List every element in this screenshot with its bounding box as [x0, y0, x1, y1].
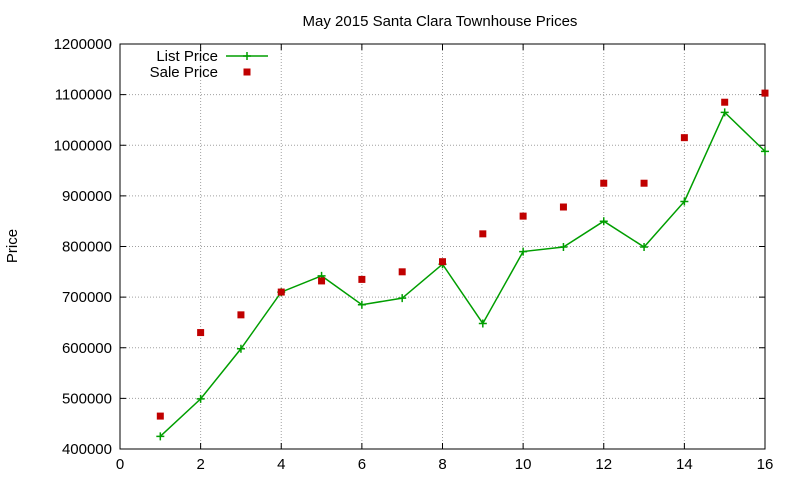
x-tick-label: 4 — [277, 456, 285, 473]
y-tick-label: 800000 — [62, 239, 112, 256]
legend-label-sale-price: Sale Price — [150, 64, 218, 81]
list-price-point — [640, 243, 649, 252]
x-tick-label: 8 — [438, 456, 446, 473]
list-price-point — [680, 197, 689, 206]
sale-price-point — [479, 230, 487, 238]
list-price-line — [159, 111, 766, 437]
sale-price-point — [640, 179, 648, 187]
y-tick-label: 1000000 — [54, 137, 112, 154]
y-tick-label: 1200000 — [54, 36, 112, 53]
list-price-point — [156, 432, 165, 441]
legend-marker-list-price — [243, 52, 251, 60]
chart-title: May 2015 Santa Clara Townhouse Prices — [303, 13, 578, 30]
y-tick-label: 500000 — [62, 390, 112, 407]
list-price-point — [559, 243, 568, 252]
y-tick-label: 600000 — [62, 340, 112, 357]
x-tick-label: 10 — [515, 456, 532, 473]
legend: List Price Sale Price — [150, 48, 268, 81]
list-price-point — [196, 394, 205, 403]
list-price-point — [761, 147, 769, 156]
sale-price-point — [237, 311, 245, 319]
sale-price-point — [197, 329, 205, 337]
x-tick-label: 14 — [676, 456, 693, 473]
sale-price-point — [600, 179, 608, 187]
series-layer — [156, 89, 769, 441]
list-price-point — [599, 217, 608, 226]
axis-ticks: 0 2 4 6 8 10 12 14 16 400000 500000 600000 700000 800… — [54, 36, 774, 473]
list-price-point — [519, 247, 528, 256]
x-tick-label: 6 — [358, 456, 366, 473]
sale-price-point — [358, 275, 366, 283]
plot-frame — [119, 43, 766, 450]
sale-price-point — [398, 268, 406, 276]
list-price-point — [236, 344, 245, 353]
sale-price-point — [156, 412, 164, 420]
sale-price-point — [439, 258, 446, 266]
sale-price-point — [721, 98, 729, 106]
sale-price-point — [277, 288, 285, 296]
y-tick-label: 700000 — [62, 289, 112, 306]
y-tick-label: 400000 — [62, 441, 112, 458]
list-price-point — [720, 108, 729, 117]
y-axis-title: Price — [4, 229, 21, 263]
x-tick-label: 16 — [757, 456, 774, 473]
legend-marker-sale-price — [243, 68, 251, 76]
x-tick-label: 2 — [196, 456, 204, 473]
sale-price-point — [559, 203, 567, 211]
y-tick-label: 1100000 — [55, 87, 112, 104]
sale-price-point — [680, 134, 688, 142]
grid — [120, 44, 765, 449]
x-tick-label: 0 — [116, 456, 124, 473]
legend-label-list-price: List Price — [156, 48, 218, 65]
list-price-point — [398, 294, 407, 303]
sale-price-point — [519, 212, 527, 220]
y-tick-label: 900000 — [62, 188, 112, 205]
list-price-point — [357, 300, 366, 309]
list-price-point — [478, 319, 487, 328]
x-tick-label: 12 — [595, 456, 612, 473]
sale-price-point — [318, 277, 326, 285]
sale-price-point — [761, 89, 769, 97]
